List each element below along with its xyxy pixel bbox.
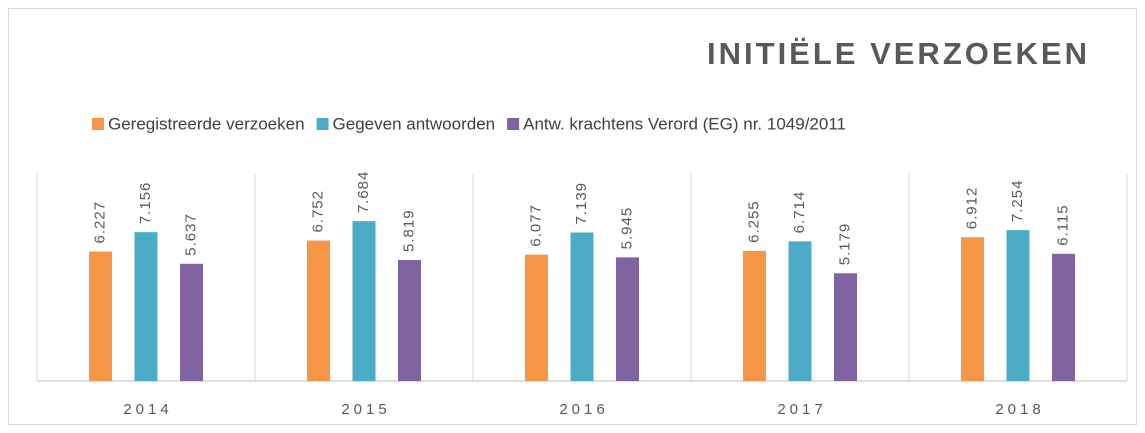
legend-label: Geregistreerde verzoeken	[108, 114, 305, 133]
bar	[961, 237, 984, 381]
x-tick-label: 2014	[123, 401, 172, 418]
data-label: 6.077	[527, 204, 544, 247]
legend-swatch	[316, 118, 329, 130]
bar	[180, 263, 203, 381]
bar	[352, 221, 376, 381]
data-label: 5.179	[836, 223, 853, 266]
data-label: 7.254	[1009, 180, 1026, 223]
data-label: 6.752	[309, 190, 326, 233]
data-label: 7.156	[137, 182, 154, 225]
bar	[1052, 253, 1075, 381]
data-label: 5.945	[618, 207, 635, 250]
data-label: 5.637	[182, 213, 199, 256]
chart-title: INITIËLE VERZOEKEN	[707, 36, 1090, 71]
bar	[1006, 230, 1030, 381]
legend-swatch	[92, 118, 104, 130]
bar	[525, 254, 548, 381]
legend-label: Gegeven antwoorden	[333, 114, 496, 133]
bar	[788, 241, 812, 381]
bar	[307, 240, 330, 381]
data-label: 7.139	[573, 182, 590, 225]
bar	[398, 259, 421, 381]
data-label: 6.714	[791, 191, 808, 234]
data-label: 6.255	[745, 200, 762, 243]
bar	[834, 273, 857, 381]
bar	[89, 251, 112, 381]
x-tick-label: 2016	[559, 401, 608, 418]
legend-swatch	[507, 118, 520, 130]
data-label: 7.684	[355, 171, 372, 214]
x-tick-label: 2015	[341, 401, 390, 418]
data-label: 6.227	[91, 201, 108, 244]
data-label: 6.115	[1054, 204, 1071, 245]
data-label: 6.912	[963, 187, 980, 230]
x-tick-label: 2018	[995, 401, 1044, 418]
bar	[570, 232, 594, 381]
data-label: 5.819	[400, 209, 417, 252]
legend-label: Antw. krachtens Verord (EG) nr. 1049/201…	[523, 114, 846, 133]
bar	[134, 232, 158, 381]
bar	[743, 250, 766, 381]
bar	[616, 257, 639, 381]
x-tick-label: 2017	[777, 401, 826, 418]
